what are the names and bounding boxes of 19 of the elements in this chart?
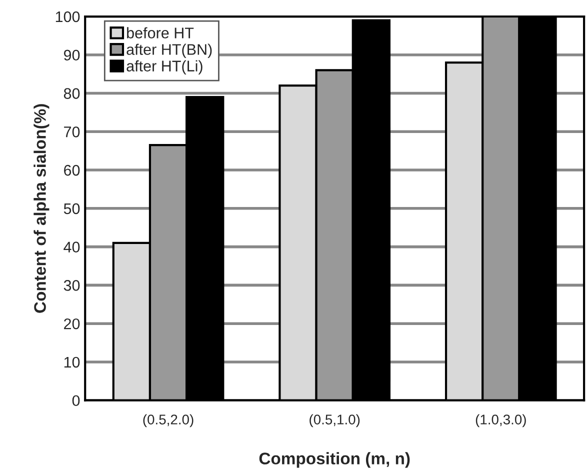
legend-label: before HT xyxy=(127,27,194,38)
x-axis-title: Composition (m, n) xyxy=(259,452,410,468)
x-tick-label: (1.0,3.0) xyxy=(476,414,526,428)
y-tick-label: 0 xyxy=(72,395,80,406)
y-tick-label: 70 xyxy=(64,126,80,138)
x-tick-label: (0.5,1.0) xyxy=(310,414,360,428)
y-tick-label: 50 xyxy=(64,203,80,214)
y-tick-label: 30 xyxy=(64,280,80,291)
legend-label: after HT(Li) xyxy=(126,60,202,74)
y-tick-label: 40 xyxy=(64,242,80,252)
y-tick-label: 20 xyxy=(64,318,80,330)
y-tick-label: 60 xyxy=(64,164,80,176)
legend-label: after HT(BN) xyxy=(126,44,212,58)
y-tick-label: 100 xyxy=(56,11,80,22)
x-tick-label: (0.5,2.0) xyxy=(143,414,194,428)
y-tick-label: 80 xyxy=(64,88,80,99)
y-tick-label: 90 xyxy=(64,50,80,61)
y-axis-title: Content of alpha sialon(%) xyxy=(34,104,50,313)
y-tick-label: 10 xyxy=(64,356,80,368)
